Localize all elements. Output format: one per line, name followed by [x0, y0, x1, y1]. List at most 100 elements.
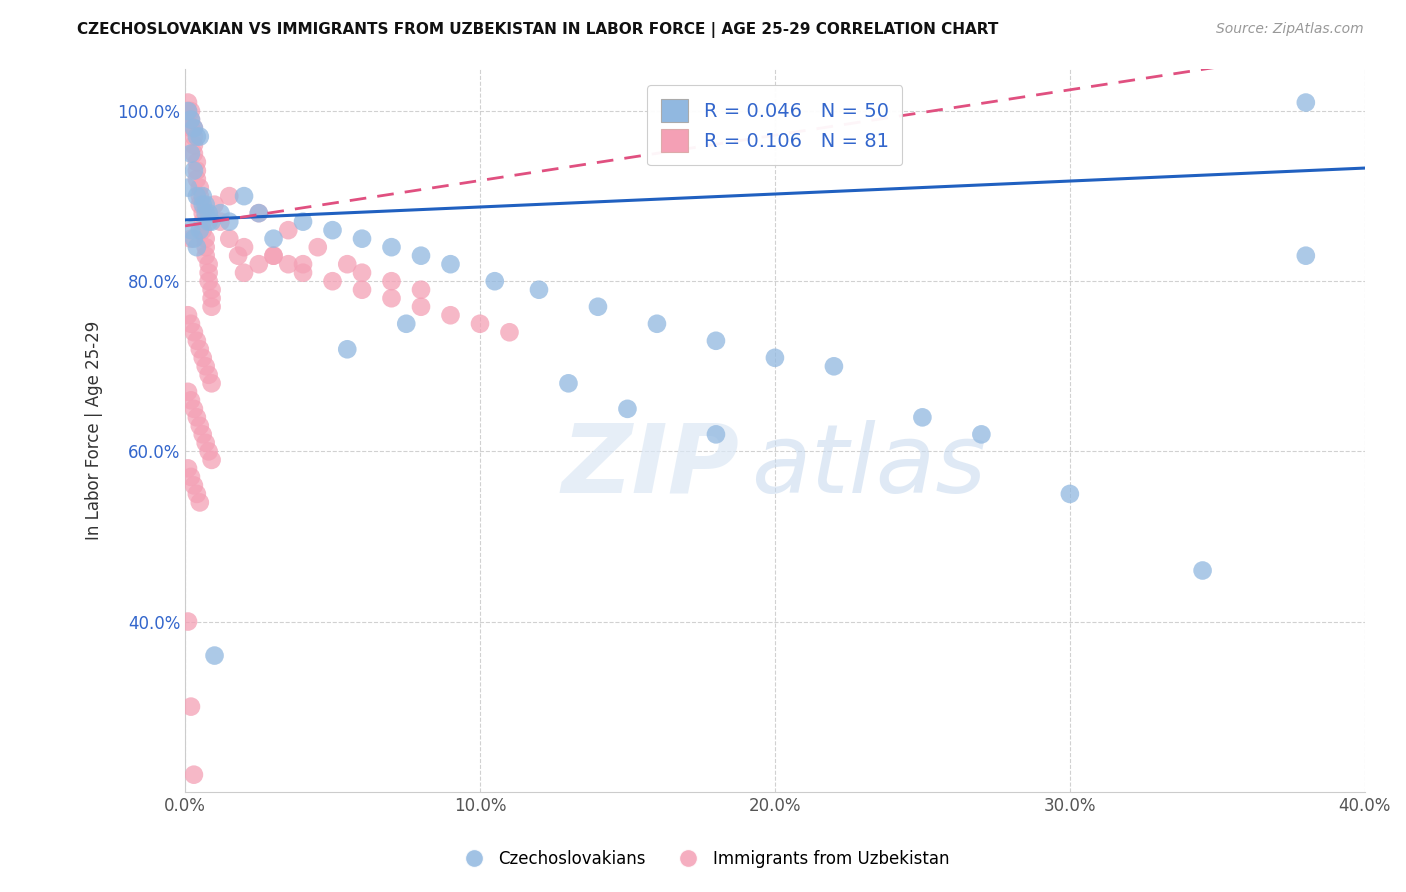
Point	[911, 410, 934, 425]
Point	[1191, 564, 1213, 578]
Point	[194, 197, 217, 211]
Point	[468, 317, 491, 331]
Point	[188, 343, 211, 357]
Point	[194, 435, 217, 450]
Point	[350, 232, 373, 246]
Point	[194, 206, 217, 220]
Point	[200, 300, 222, 314]
Point	[322, 274, 344, 288]
Point	[209, 215, 232, 229]
Point	[183, 129, 205, 144]
Point	[645, 317, 668, 331]
Point	[277, 257, 299, 271]
Point	[177, 180, 200, 194]
Point	[557, 376, 579, 391]
Point	[409, 283, 432, 297]
Point	[263, 232, 285, 246]
Legend: R = 0.046   N = 50, R = 0.106   N = 81: R = 0.046 N = 50, R = 0.106 N = 81	[647, 86, 903, 165]
Point	[292, 215, 315, 229]
Point	[188, 495, 211, 509]
Point	[188, 223, 211, 237]
Point	[180, 223, 202, 237]
Point	[183, 478, 205, 492]
Point	[194, 240, 217, 254]
Point	[180, 112, 202, 127]
Point	[186, 334, 208, 348]
Point	[183, 767, 205, 781]
Point	[177, 615, 200, 629]
Point	[188, 189, 211, 203]
Point	[200, 453, 222, 467]
Point	[218, 232, 240, 246]
Point	[200, 215, 222, 229]
Text: CZECHOSLOVAKIAN VS IMMIGRANTS FROM UZBEKISTAN IN LABOR FORCE | AGE 25-29 CORRELA: CZECHOSLOVAKIAN VS IMMIGRANTS FROM UZBEK…	[77, 22, 998, 38]
Point	[180, 112, 202, 127]
Point	[197, 274, 219, 288]
Point	[183, 163, 205, 178]
Point	[186, 129, 208, 144]
Point	[823, 359, 845, 374]
Point	[380, 291, 402, 305]
Point	[186, 155, 208, 169]
Point	[180, 232, 202, 246]
Point	[1059, 487, 1081, 501]
Point	[763, 351, 786, 365]
Point	[197, 266, 219, 280]
Point	[336, 257, 359, 271]
Point	[204, 648, 226, 663]
Text: Source: ZipAtlas.com: Source: ZipAtlas.com	[1216, 22, 1364, 37]
Point	[209, 206, 232, 220]
Point	[197, 215, 219, 229]
Point	[188, 418, 211, 433]
Point	[409, 300, 432, 314]
Point	[186, 172, 208, 186]
Point	[197, 368, 219, 382]
Point	[186, 487, 208, 501]
Point	[527, 283, 550, 297]
Point	[180, 317, 202, 331]
Point	[191, 427, 214, 442]
Point	[704, 334, 727, 348]
Point	[191, 206, 214, 220]
Point	[322, 223, 344, 237]
Point	[188, 197, 211, 211]
Point	[350, 283, 373, 297]
Point	[616, 401, 638, 416]
Point	[380, 240, 402, 254]
Y-axis label: In Labor Force | Age 25-29: In Labor Force | Age 25-29	[86, 320, 103, 540]
Point	[180, 146, 202, 161]
Point	[194, 359, 217, 374]
Point	[263, 249, 285, 263]
Point	[191, 197, 214, 211]
Point	[277, 223, 299, 237]
Point	[188, 129, 211, 144]
Point	[183, 121, 205, 136]
Point	[1295, 249, 1317, 263]
Point	[191, 189, 214, 203]
Point	[395, 317, 418, 331]
Point	[970, 427, 993, 442]
Point	[226, 249, 249, 263]
Point	[292, 257, 315, 271]
Point	[186, 189, 208, 203]
Point	[177, 384, 200, 399]
Point	[183, 146, 205, 161]
Point	[180, 104, 202, 119]
Point	[439, 257, 461, 271]
Point	[200, 376, 222, 391]
Point	[177, 104, 200, 119]
Point	[188, 180, 211, 194]
Point	[247, 206, 270, 220]
Point	[233, 189, 256, 203]
Point	[183, 232, 205, 246]
Point	[218, 215, 240, 229]
Point	[177, 308, 200, 322]
Point	[247, 257, 270, 271]
Point	[180, 393, 202, 408]
Point	[380, 274, 402, 288]
Point	[186, 163, 208, 178]
Point	[183, 138, 205, 153]
Point	[586, 300, 609, 314]
Point	[218, 189, 240, 203]
Point	[183, 401, 205, 416]
